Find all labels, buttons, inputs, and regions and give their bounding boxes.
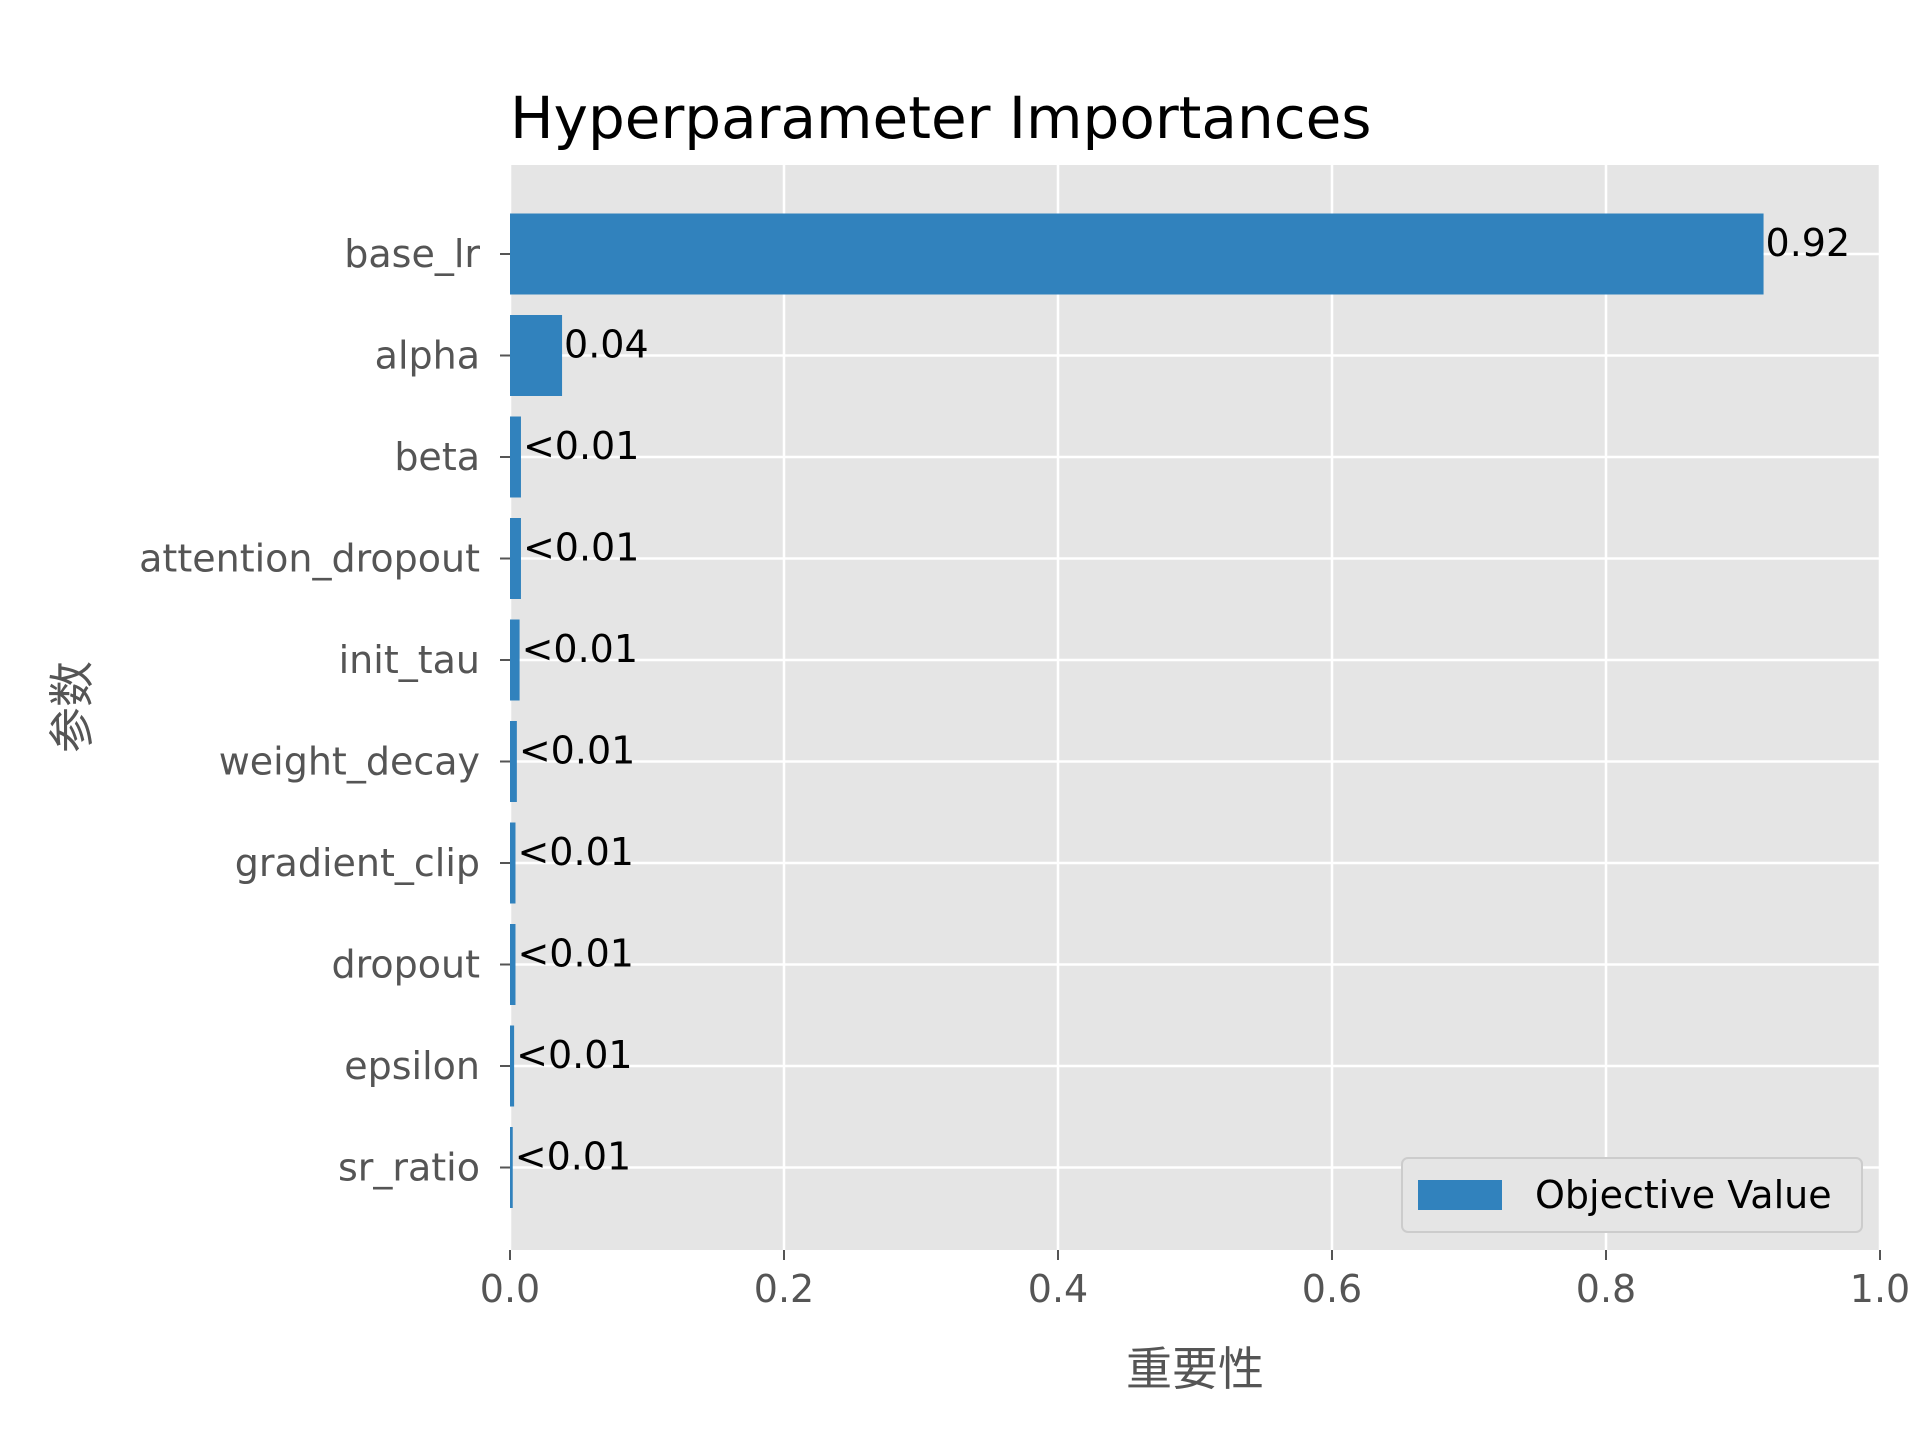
- bar-dropout: [510, 924, 516, 1005]
- bar-value-label: <0.01: [519, 729, 635, 773]
- bar-value-label: <0.01: [522, 627, 638, 671]
- x-tick-label: 0.0: [480, 1267, 540, 1311]
- x-axis-ticks: 0.0 0.2 0.4 0.6 0.8 1.0: [480, 1250, 1910, 1311]
- legend-frame: [1401, 1157, 1863, 1233]
- bar-value-label: <0.01: [515, 1135, 631, 1179]
- bar-base_lr: [510, 213, 1764, 295]
- y-tick-label: init_tau: [339, 638, 480, 682]
- bar-value-label: <0.01: [523, 526, 639, 570]
- legend-label: Objective Value: [1535, 1173, 1832, 1217]
- bar-value-label: <0.01: [517, 932, 633, 976]
- bar-init_tau: [510, 619, 520, 701]
- y-axis-label: 参数: [45, 661, 99, 753]
- grid-lines: [508, 165, 1882, 1250]
- bar-sr_ratio: [510, 1127, 513, 1208]
- bar-value-label: <0.01: [523, 424, 639, 468]
- y-tick-label: alpha: [375, 334, 480, 378]
- y-tick-label: beta: [394, 435, 480, 479]
- plot-area: [510, 165, 1880, 1250]
- y-tick-label: epsilon: [344, 1044, 480, 1088]
- bars: [510, 213, 1764, 1208]
- y-tick-label: weight_decay: [219, 740, 480, 784]
- legend-swatch: [1418, 1180, 1502, 1210]
- bar-value-label: <0.01: [517, 830, 633, 874]
- x-axis-label: 重要性: [1126, 1342, 1264, 1396]
- y-tick-label: dropout: [331, 943, 480, 987]
- bar-epsilon: [510, 1025, 515, 1107]
- legend: Objective Value: [1401, 1157, 1863, 1233]
- x-tick-label: 1.0: [1850, 1267, 1910, 1311]
- bar-value-labels: 0.92 0.04 <0.01 <0.01 <0.01 <0.01 <0.01 <0.01 <0…: [515, 221, 1850, 1179]
- x-tick-label: 0.2: [754, 1267, 814, 1311]
- bar-value-label: 0.04: [564, 323, 649, 367]
- x-tick-label: 0.4: [1028, 1267, 1088, 1311]
- chart-title: Hyperparameter Importances: [510, 84, 1372, 152]
- bar-beta: [510, 416, 521, 498]
- y-tick-label: gradient_clip: [235, 841, 480, 885]
- bar-value-label: <0.01: [516, 1033, 632, 1077]
- y-tick-label: base_lr: [344, 232, 480, 276]
- bar-weight_decay: [510, 721, 517, 802]
- y-tick-label: attention_dropout: [139, 537, 480, 581]
- y-tick-label: sr_ratio: [338, 1146, 480, 1190]
- bar-value-label: 0.92: [1766, 221, 1851, 265]
- bar-alpha: [510, 315, 563, 396]
- x-tick-label: 0.8: [1576, 1267, 1636, 1311]
- bar-gradient_clip: [510, 822, 516, 904]
- x-tick-label: 0.6: [1302, 1267, 1362, 1311]
- bar-attention_dropout: [510, 518, 521, 599]
